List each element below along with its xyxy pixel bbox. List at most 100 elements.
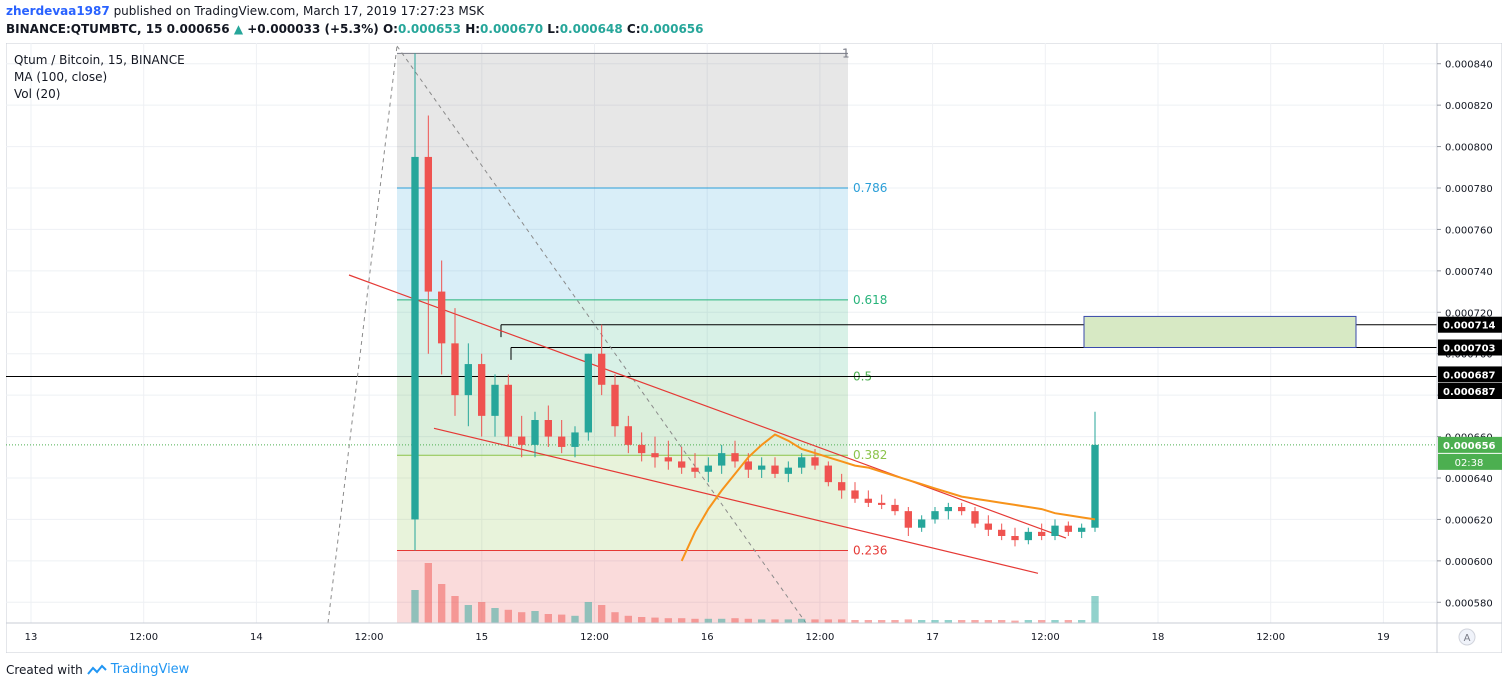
candle-body <box>531 420 539 445</box>
candle-body <box>1091 444 1099 528</box>
low-label: L: <box>547 22 560 36</box>
time-tick-label: 15 <box>475 632 488 643</box>
time-axis[interactable]: 13 12:00 14 12:00 15 12:00 16 12:00 17 12:00 18 12:… <box>6 622 1502 643</box>
volume-bar <box>424 563 432 623</box>
volume-bar <box>1051 620 1059 623</box>
candle-body <box>464 364 472 396</box>
candle-body <box>518 436 526 445</box>
time-tick-label: 12:00 <box>355 632 384 643</box>
candle-body <box>544 420 552 437</box>
volume-bar <box>878 620 886 623</box>
volume-bar <box>864 620 872 623</box>
time-tick-label: 14 <box>250 632 263 643</box>
author-link[interactable]: zherdevaa1987 <box>6 4 110 18</box>
tradingview-logo-icon <box>86 664 107 675</box>
volume-bar <box>571 615 579 623</box>
brand-link[interactable]: TradingView <box>110 662 190 677</box>
countdown-tag: 02:38 <box>1455 458 1484 469</box>
candle-body <box>438 291 446 344</box>
volume-bar <box>1078 620 1086 623</box>
candle-body <box>691 467 699 472</box>
volume-bar <box>544 614 552 623</box>
time-tick-label: 12:00 <box>580 632 609 643</box>
close-label: C: <box>626 22 641 36</box>
auto-scale-button[interactable]: A <box>1458 628 1476 646</box>
volume-bar <box>851 620 859 623</box>
fib-level-label: 0.786 <box>853 181 887 195</box>
candle-body <box>1024 531 1032 541</box>
fib-level-label: 1 <box>842 46 850 60</box>
ma-line <box>680 433 1096 562</box>
fib-zone-bottom <box>397 550 848 623</box>
created-with-label: Created with <box>6 662 83 677</box>
fib-level-label: 0.382 <box>853 448 887 462</box>
volume-bar <box>958 620 966 623</box>
candle-body <box>1051 525 1059 536</box>
price-tag-0703: 0.000703 <box>1443 344 1496 355</box>
price-tick-label: 0.000800 <box>1445 143 1493 154</box>
ma-100-line <box>680 433 1096 562</box>
candle-body <box>931 511 939 520</box>
candle-body <box>558 436 566 447</box>
candle-body <box>918 519 926 528</box>
symbol-header: BINANCE:QTUMBTC, 15 0.000656 ▲ +0.000033… <box>6 22 704 36</box>
chart-frame[interactable]: 1 0.786 0.618 0.5 0.382 0.236 0.000840 0.00082… <box>5 42 1503 654</box>
publish-header: zherdevaa1987 published on TradingView.c… <box>6 4 484 18</box>
volume-bar <box>1011 620 1019 623</box>
candle-body <box>598 353 606 385</box>
volume-bar <box>611 612 619 623</box>
candle-body <box>651 453 659 458</box>
volume-bar <box>971 620 979 623</box>
price-tick-label: 0.000580 <box>1445 598 1493 609</box>
price-tick-label: 0.000740 <box>1445 267 1493 278</box>
volume-bar <box>504 609 512 623</box>
low-value: 0.000648 <box>559 22 623 36</box>
price-tag-0714: 0.000714 <box>1443 321 1496 332</box>
legend-vol: Vol (20) <box>14 87 60 101</box>
volume-bar <box>598 605 606 623</box>
price-tick-label: 0.000720 <box>1445 308 1493 319</box>
current-price-tag-bg <box>1438 436 1502 453</box>
trendline-upper <box>348 274 1067 539</box>
candle-body <box>784 467 792 474</box>
candle-body <box>971 511 979 524</box>
candle-body <box>758 465 766 470</box>
candle-body <box>624 426 632 445</box>
auto-scale-icon: A <box>1464 633 1471 644</box>
open-label: O: <box>382 22 398 36</box>
candle-body <box>571 432 579 447</box>
candle-body <box>811 457 819 466</box>
volume-bar <box>824 619 832 623</box>
time-tick-label: 17 <box>926 632 939 643</box>
price-tick-label: 0.000760 <box>1445 225 1493 236</box>
high-label: H: <box>465 22 481 36</box>
candles <box>411 53 1099 551</box>
time-tick-label: 18 <box>1152 632 1165 643</box>
price-tag-0687-a: 0.000687 <box>1443 370 1496 381</box>
volume-bar <box>531 611 539 623</box>
dashed-line-up <box>327 45 398 624</box>
volume-bar <box>664 618 672 623</box>
countdown-tag-bg <box>1438 453 1502 470</box>
volume-bar <box>1091 596 1099 623</box>
candle-body <box>1011 536 1019 541</box>
candle-body <box>451 343 459 396</box>
high-value: 0.000670 <box>480 22 544 36</box>
fib-level-label: 0.618 <box>853 293 887 307</box>
volume-bar <box>558 614 566 623</box>
candle-body <box>838 482 846 491</box>
volume-bar <box>931 620 939 623</box>
candle-body <box>824 465 832 483</box>
publish-info: published on TradingView.com, March 17, … <box>113 4 485 18</box>
target-zone-box <box>1083 315 1357 348</box>
price-axis[interactable]: 0.000840 0.000820 0.000800 0.000780 0.000760… <box>1436 43 1502 653</box>
change-arrow-icon: ▲ <box>233 22 244 36</box>
volume-bar <box>651 617 659 623</box>
price-tag-0687-b-bg <box>1438 383 1502 399</box>
last-price: 0.000656 <box>166 22 230 36</box>
volume-bar <box>731 618 739 623</box>
candle-body <box>1038 531 1046 536</box>
volume-bar <box>758 619 766 623</box>
